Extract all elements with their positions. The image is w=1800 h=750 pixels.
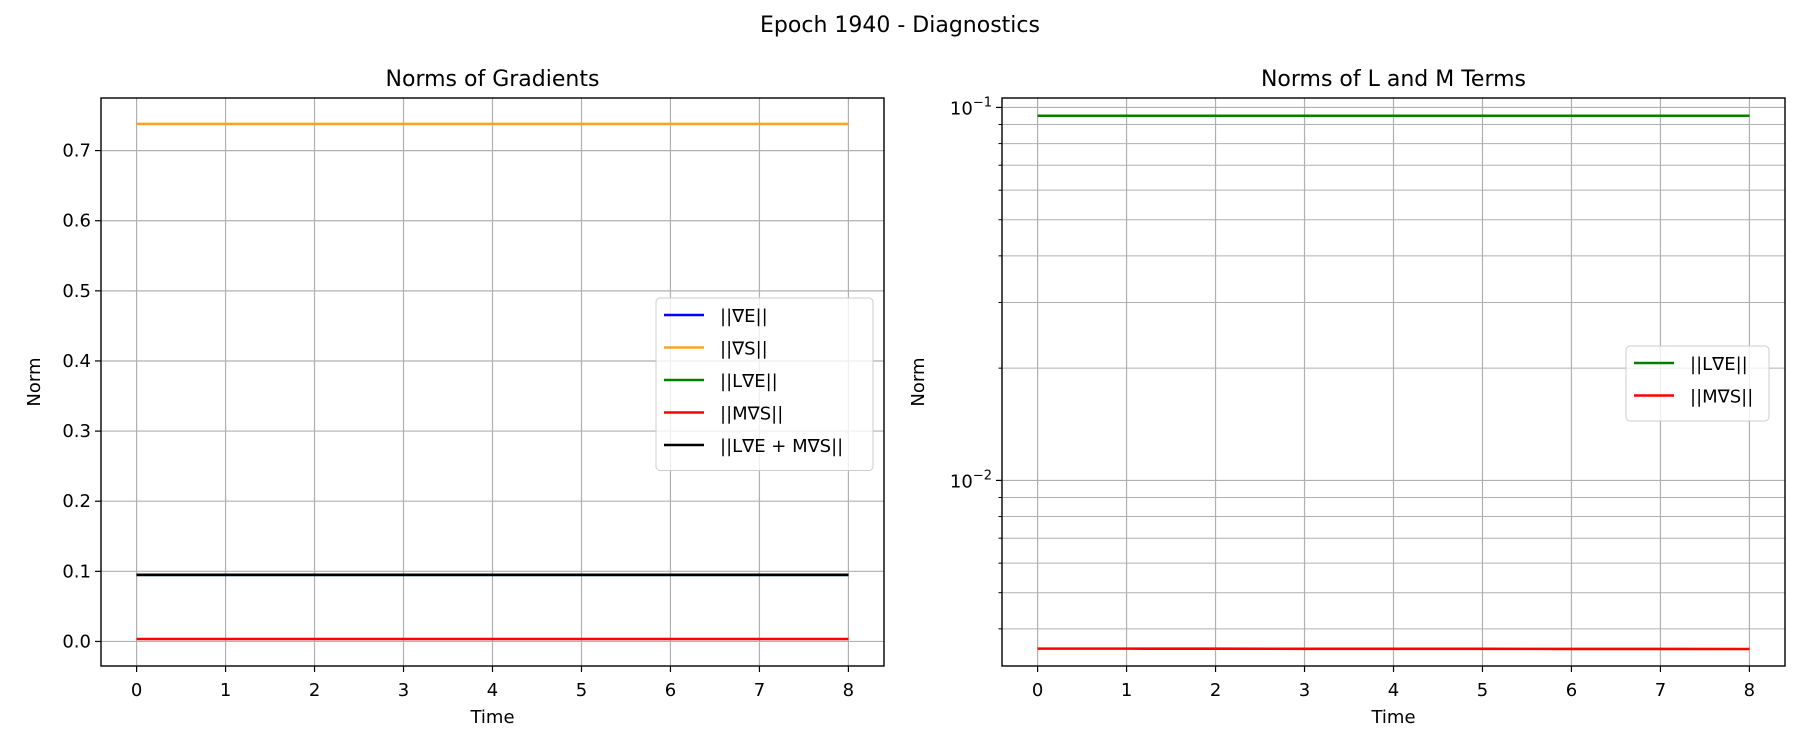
legend-label: ||L∇E|| — [1690, 354, 1748, 375]
x-axis-label: Time — [1370, 707, 1415, 728]
chart-title: Norms of Gradients — [386, 67, 600, 92]
y-tick-label: 0.0 — [62, 631, 91, 652]
x-tick-label: 4 — [487, 680, 498, 701]
series-lines — [1037, 114, 1750, 651]
legend-box — [655, 297, 874, 471]
axes-frame — [1001, 97, 1786, 667]
chart-norms-of-l-and-m-terms: 0 1 2 3 4 5 6 7 8 10−2 10−1 Norms of L and M Terms T… — [908, 67, 1786, 728]
legend-label: ||M∇S|| — [720, 404, 783, 425]
x-tick-label: 5 — [576, 680, 587, 701]
x-tick-label: 8 — [1744, 680, 1755, 701]
y-tick-label: 10−2 — [950, 468, 992, 492]
x-tick-label: 2 — [309, 680, 320, 701]
legend-label: ||∇E|| — [720, 306, 768, 327]
y-axis-label: Norm — [24, 357, 45, 406]
y-tick-label: 0.7 — [62, 141, 91, 162]
x-tick-label: 6 — [665, 680, 676, 701]
x-tick-label: 1 — [220, 680, 231, 701]
x-tick-label: 0 — [131, 680, 142, 701]
legend-label: ||L∇E + M∇S|| — [720, 436, 843, 457]
legend-box — [1625, 345, 1770, 422]
y-tick-label: 0.2 — [62, 491, 91, 512]
x-tick-label: 0 — [1032, 680, 1043, 701]
y-tick-label: 0.4 — [62, 351, 91, 372]
y-tick-label: 0.1 — [62, 561, 91, 582]
legend: ||L∇E|| ||M∇S|| — [1625, 345, 1770, 422]
legend-label: ||M∇S|| — [1690, 387, 1753, 408]
chart-norms-of-gradients: 0 1 2 3 4 5 6 7 8 0.0 0.1 0.2 0.3 0.4 0.5 0.6 0.7 Norms o… — [24, 67, 885, 728]
x-tick-label: 5 — [1477, 680, 1488, 701]
x-tick-label: 3 — [1299, 680, 1310, 701]
x-tick-label: 7 — [754, 680, 765, 701]
legend: ||∇E|| ||∇S|| ||L∇E|| ||M∇S|| ||L∇E + M∇S|| — [655, 297, 874, 471]
figure-title: Epoch 1940 - Diagnostics — [760, 13, 1040, 38]
y-tick-label: 0.5 — [62, 281, 91, 302]
x-tick-label: 8 — [843, 680, 854, 701]
legend-label: ||∇S|| — [720, 339, 768, 360]
legend-label: ||L∇E|| — [720, 371, 778, 392]
y-tick-label: 0.3 — [62, 421, 91, 442]
chart-title: Norms of L and M Terms — [1261, 67, 1526, 92]
x-tick-label: 3 — [398, 680, 409, 701]
y-tick-label: 10−1 — [950, 95, 992, 119]
x-tick-label: 1 — [1121, 680, 1132, 701]
x-tick-label: 7 — [1655, 680, 1666, 701]
x-tick-label: 2 — [1210, 680, 1221, 701]
x-tick-label: 6 — [1566, 680, 1577, 701]
x-axis-label: Time — [469, 707, 514, 728]
y-axis-label: Norm — [908, 357, 929, 406]
series-lines — [136, 122, 849, 641]
x-tick-label: 4 — [1388, 680, 1399, 701]
y-tick-label: 0.6 — [62, 211, 91, 232]
grid — [1002, 98, 1785, 666]
axes-frame — [100, 97, 885, 667]
